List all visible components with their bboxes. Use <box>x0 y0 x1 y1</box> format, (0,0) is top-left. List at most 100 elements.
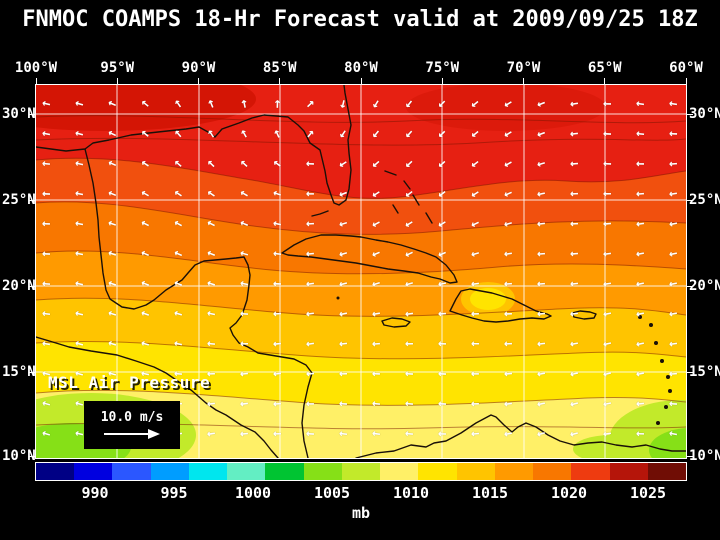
wind-arrow: → <box>568 425 581 443</box>
wind-arrow: → <box>239 395 250 413</box>
wind-arrow: → <box>667 95 679 113</box>
y-axis-tick <box>687 114 693 115</box>
wind-arrow: → <box>501 184 516 204</box>
wind-arrow: → <box>73 275 86 293</box>
graticule <box>36 85 686 458</box>
wind-arrow: → <box>39 425 53 443</box>
wind-arrow: → <box>338 425 349 443</box>
wind-arrow: → <box>202 97 221 111</box>
wind-arrow: → <box>238 275 250 293</box>
wind-arrow: → <box>470 425 481 443</box>
wind-arrow: → <box>304 305 316 323</box>
wind-arrow: → <box>271 215 283 233</box>
small-islands <box>336 296 672 425</box>
wind-arrow: → <box>239 365 250 383</box>
wind-arrow: → <box>41 245 51 263</box>
wind-arrow: → <box>305 365 316 383</box>
wind-arrow: → <box>503 395 514 413</box>
wind-arrow: → <box>105 124 120 144</box>
wind-arrow: → <box>601 425 613 443</box>
y-axis-tick-label: 15°N <box>689 364 720 380</box>
y-axis-tick-label: 15°N <box>2 364 36 380</box>
wind-arrow: → <box>634 215 646 233</box>
wind-arrow: → <box>269 155 286 173</box>
wind-arrow: → <box>400 155 418 173</box>
x-axis-tick-label: 60°W <box>669 60 703 76</box>
wind-arrow: → <box>336 185 351 203</box>
wind-arrow: → <box>138 275 153 293</box>
wind-arrow: → <box>667 305 679 323</box>
wind-arrow: → <box>367 155 385 173</box>
wind-arrow: → <box>272 245 283 263</box>
wind-arrow: → <box>237 245 251 263</box>
wind-arrow: → <box>105 94 120 114</box>
pressure-colorbar <box>35 462 687 481</box>
wind-arrow: → <box>568 395 581 413</box>
wind-arrow: → <box>368 184 385 204</box>
wind-arrow: → <box>41 215 51 233</box>
y-axis-tick <box>29 200 35 201</box>
wind-arrow: → <box>536 215 547 233</box>
colorbar-segment <box>380 463 419 480</box>
wind-arrow: → <box>205 305 217 323</box>
wind-arrow: → <box>272 275 282 293</box>
wind-arrow: → <box>503 305 513 323</box>
wind-arrow: → <box>370 305 382 323</box>
wind-scale-arrow <box>104 429 160 439</box>
colorbar-tick-label: 990 <box>81 484 109 502</box>
y-axis-tick <box>29 286 35 287</box>
wind-arrow: → <box>337 305 349 323</box>
wind-arrow: → <box>470 275 481 293</box>
wind-arrow: → <box>433 95 451 113</box>
wind-arrow: → <box>435 244 450 264</box>
wind-arrow: → <box>433 125 451 143</box>
wind-arrow: → <box>535 425 548 443</box>
wind-arrow: → <box>468 245 482 263</box>
wind-arrow: → <box>503 275 513 293</box>
wind-scale-legend: 10.0 m/s <box>84 401 180 449</box>
wind-arrow: → <box>270 185 284 203</box>
x-axis-tick-label: 90°W <box>181 60 216 76</box>
colorbar-segment <box>112 463 151 480</box>
wind-arrow: → <box>602 245 613 263</box>
wind-arrow: → <box>667 425 679 443</box>
wind-arrow: → <box>367 125 386 143</box>
wind-arrow: → <box>601 305 613 323</box>
wind-arrow: → <box>668 155 679 173</box>
wind-arrow: → <box>305 155 315 173</box>
wind-arrow: → <box>305 425 315 443</box>
wind-arrow: → <box>502 425 514 443</box>
wind-arrow: → <box>634 305 647 323</box>
wind-arrow: → <box>336 215 350 233</box>
y-axis-tick <box>687 286 693 287</box>
y-axis-tick <box>687 456 693 457</box>
wind-arrow: → <box>535 395 548 413</box>
wind-arrow: → <box>569 245 580 263</box>
x-axis-tick-label: 80°W <box>344 60 378 76</box>
wind-arrow: → <box>305 215 315 233</box>
wind-arrow: → <box>371 335 381 353</box>
wind-arrow: → <box>272 335 283 353</box>
wind-arrow: → <box>105 275 119 293</box>
colorbar-segment <box>150 463 189 480</box>
wind-arrow: → <box>635 155 645 173</box>
wind-arrow: → <box>305 185 315 203</box>
wind-arrow: → <box>138 335 152 353</box>
wind-arrow: → <box>73 185 85 203</box>
wind-arrow: → <box>536 275 546 293</box>
wind-arrow: → <box>170 214 186 234</box>
colorbar-segment <box>36 463 75 480</box>
wind-arrow: → <box>235 155 253 173</box>
wind-arrow: → <box>668 365 678 383</box>
wind-arrow: → <box>601 365 614 383</box>
y-axis-tick-label: 20°N <box>2 278 36 294</box>
wind-arrow: → <box>502 245 514 263</box>
wind-arrow: → <box>371 395 382 413</box>
wind-arrow: → <box>568 335 580 353</box>
wind-arrow: → <box>239 425 250 443</box>
wind-arrow: → <box>268 126 287 142</box>
colorbar-segment <box>533 463 572 480</box>
wind-arrow: → <box>41 305 52 323</box>
wind-arrow: → <box>602 155 612 173</box>
wind-arrow: → <box>304 335 316 353</box>
